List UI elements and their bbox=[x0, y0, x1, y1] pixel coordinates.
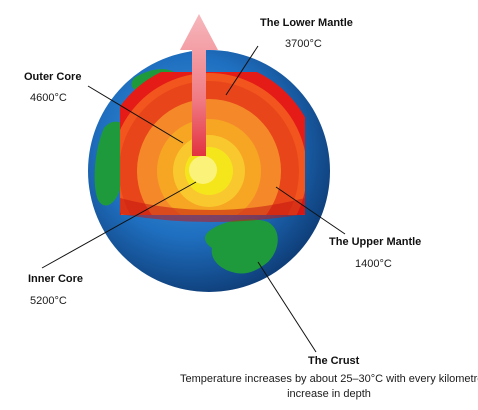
inner-core-label: Inner Core bbox=[28, 273, 84, 285]
continent-bottom bbox=[205, 219, 278, 274]
leader-crust bbox=[257, 261, 317, 353]
leader-outer-core bbox=[87, 85, 184, 144]
wedge-bottom-edge bbox=[120, 198, 305, 222]
crust-label: The Crust bbox=[308, 355, 360, 367]
lower-mantle-label: The Lower Mantle bbox=[260, 17, 353, 29]
leader-upper-mantle bbox=[275, 186, 346, 235]
outer-core-label: Outer Core bbox=[24, 71, 82, 83]
inner-core-temp: 5200°C bbox=[30, 295, 67, 307]
caption-line-2: increase in depth bbox=[287, 388, 371, 400]
inner-core-highlight bbox=[189, 156, 217, 184]
caption-line-1: Temperature increases by about 25–30°C w… bbox=[180, 373, 478, 385]
upper-mantle-temp: 1400°C bbox=[355, 258, 392, 270]
leader-inner-core bbox=[41, 181, 197, 269]
outer-core-temp: 4600°C bbox=[30, 92, 67, 104]
upper-mantle-label: The Upper Mantle bbox=[329, 236, 422, 248]
leader-lines bbox=[41, 45, 346, 353]
cutaway-wedge bbox=[120, 72, 305, 215]
heat-arrow bbox=[180, 14, 218, 156]
leader-lower-mantle bbox=[225, 45, 259, 96]
lower-mantle-temp: 3700°C bbox=[285, 38, 322, 50]
